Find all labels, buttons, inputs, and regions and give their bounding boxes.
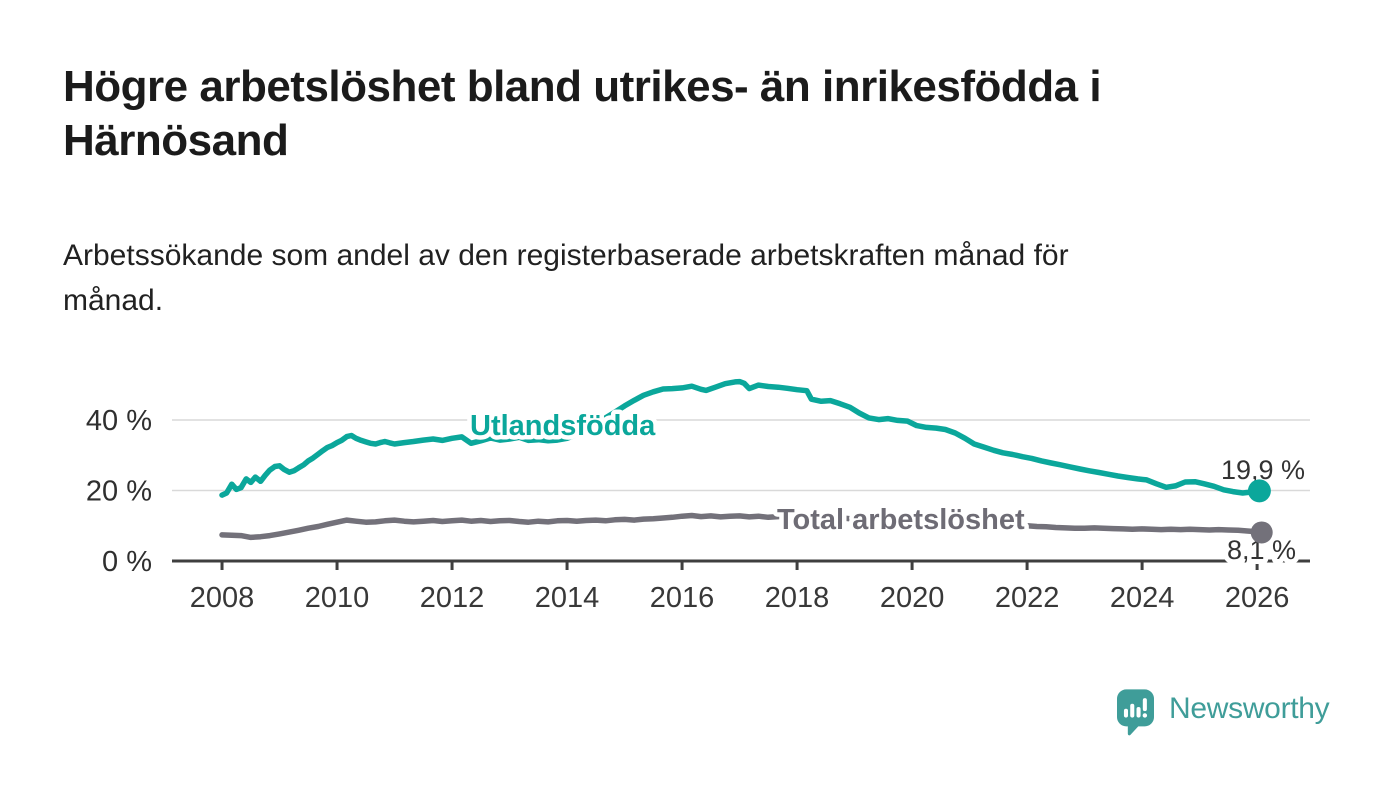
y-axis-tick-label: 0 % <box>102 546 152 578</box>
line-chart-svg: 2008 2010 2012 2014 2016 2018 2020 2022 2024 2026… <box>86 378 1310 614</box>
newsworthy-logo-icon <box>1117 689 1154 736</box>
series-end-point-marker <box>1247 479 1271 503</box>
x-axis-tick-label: 2014 <box>535 582 600 614</box>
newsworthy-logo-text: Newsworthy <box>1169 692 1330 725</box>
y-axis-tick-label: 40 % <box>86 405 152 437</box>
newsworthy-logo: Newsworthy <box>1117 689 1330 741</box>
series-line-utlandsf-dda <box>219 378 1263 498</box>
x-axis-tick-label: 2008 <box>190 582 255 614</box>
x-axis-tick-label: 2020 <box>880 582 945 614</box>
page-title: Högre arbetslöshet bland utrikes- än inr… <box>63 60 1333 168</box>
page-title-line-1: Högre arbetslöshet bland utrikes- än inr… <box>63 62 1102 111</box>
line-chart: 2008 2010 2012 2014 2016 2018 2020 2022 2024 2026… <box>0 340 1400 660</box>
x-axis-tick-label: 2024 <box>1110 582 1175 614</box>
series-label: Total arbetslöshet <box>777 504 1025 536</box>
x-axis-tick-label: 2018 <box>765 582 830 614</box>
series-label: Utlandsfödda <box>470 410 656 442</box>
y-axis-tick-label: 20 % <box>86 476 152 508</box>
x-axis-tick-label: 2022 <box>995 582 1060 614</box>
page-title-line-2: Härnösand <box>63 116 289 165</box>
chart-subtitle: Arbetssökande som andel av den registerb… <box>63 233 1283 323</box>
chart-subtitle-line-2: månad. <box>63 284 164 317</box>
series-end-point-marker <box>1250 521 1273 544</box>
chart-subtitle-line-1: Arbetssökande som andel av den registerb… <box>63 239 1069 272</box>
x-axis-tick-label: 2012 <box>420 582 485 614</box>
x-axis-tick-label: 2026 <box>1225 582 1290 614</box>
series-line-total-arbetsl-shet <box>219 512 1265 541</box>
x-axis-tick-label: 2010 <box>305 582 370 614</box>
x-axis-tick-label: 2016 <box>650 582 715 614</box>
